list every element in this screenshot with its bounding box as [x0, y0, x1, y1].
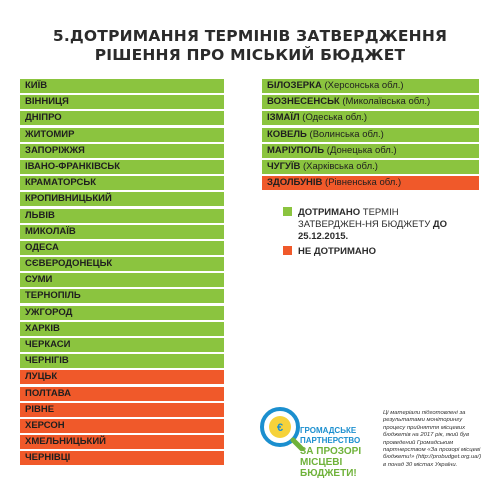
logo-line-2: ЗА ПРОЗОРІ МІСЦЕВІ БЮДЖЕТИ!: [300, 446, 362, 479]
city-name: ВІННИЦЯ: [25, 96, 69, 108]
city-name: ОДЕСА: [25, 241, 59, 253]
legend-not-complied-text: НЕ ДОТРИМАНО: [298, 246, 376, 257]
page-title: 5.ДОТРИМАННЯ ТЕРМІНІВ ЗАТВЕРДЖЕННЯ РІШЕН…: [0, 27, 500, 65]
city-name: ЧЕРНІВЦІ: [25, 452, 71, 464]
city-bar: ЛУЦЬК: [20, 370, 224, 385]
city-name: ПОЛТАВА: [25, 387, 71, 399]
city-bar: ПОЛТАВА: [20, 386, 224, 401]
city-bar: КРАМАТОРСЬК: [20, 176, 224, 191]
city-bar: КОВЕЛЬ (Волинська обл.): [262, 127, 479, 142]
city-name: ІЗМАЇЛ: [267, 112, 300, 124]
city-name: ЗАПОРІЖЖЯ: [25, 144, 85, 156]
footnote: Ці матеріали підготовлені за результатам…: [383, 410, 482, 468]
city-name: ХАРКІВ: [25, 322, 60, 334]
city-name: БІЛОЗЕРКА: [267, 80, 322, 91]
city-bar: РІВНЕ: [20, 402, 224, 417]
city-bar: ДНІПРО: [20, 111, 224, 126]
legend-complied-bold: ДОТРИМАНО: [298, 207, 361, 218]
city-bar: ЛЬВІВ: [20, 208, 224, 223]
city-bar: МИКОЛАЇВ: [20, 224, 224, 239]
city-name: КРАМАТОРСЬК: [25, 177, 97, 189]
city-bar: ЗДОЛБУНІВ (Рівненська обл.): [262, 176, 479, 191]
legend-complied-text: ДОТРИМАНО ТЕРМІН ЗАТВЕРДЖЕН-НЯ БЮДЖЕТУ Д…: [298, 207, 468, 243]
city-bar: ІЗМАЇЛ (Одеська обл.): [262, 111, 479, 126]
city-name: ЗДОЛБУНІВ: [267, 177, 323, 189]
city-bar: ЖИТОМИР: [20, 127, 224, 142]
city-bar: ЧЕРНІГІВ: [20, 354, 224, 369]
city-region: (Донецька обл.): [326, 144, 397, 156]
large-cities-list: КИЇВ ВІННИЦЯ ДНІПРО ЖИТОМИР ЗАПОРІЖЖЯ ІВАНО-Ф…: [20, 79, 224, 468]
city-bar: ЧУГУЇВ (Харківська обл.): [262, 159, 479, 174]
city-bar: ІВАНО-ФРАНКІВСЬК: [20, 159, 224, 174]
city-bar: ОДЕСА: [20, 240, 224, 255]
city-name: УЖГОРОД: [25, 306, 73, 318]
logo-text: ГРОМАДСЬКЕ ПАРТНЕРСТВО ЗА ПРОЗОРІ МІСЦЕВ…: [300, 426, 380, 479]
city-bar: СЄВЕРОДОНЕЦЬК: [20, 257, 224, 272]
city-bar: ЗАПОРІЖЖЯ: [20, 143, 224, 158]
city-name: ХМЕЛЬНИЦЬКИЙ: [25, 436, 106, 448]
city-name: РІВНЕ: [25, 403, 55, 415]
legend-complied-date: ДО 25.12.2015.: [298, 219, 448, 242]
city-region: (Миколаївська обл.): [342, 96, 431, 108]
city-bar: ЧЕРКАСИ: [20, 338, 224, 352]
legend-green-swatch: [283, 207, 292, 216]
city-bar: ХАРКІВ: [20, 321, 224, 336]
city-region: (Харківська обл.): [303, 160, 378, 172]
city-bar: ВІННИЦЯ: [20, 95, 224, 110]
city-name: ХЕРСОН: [25, 419, 65, 431]
city-name: ВОЗНЕСЕНСЬК: [267, 96, 340, 108]
budget-partnership-logo-icon: €: [260, 407, 304, 451]
city-bar: ВОЗНЕСЕНСЬК (Миколаївська обл.): [262, 95, 479, 110]
city-bar: КРОПИВНИЦЬКИЙ: [20, 192, 224, 207]
city-name: ЧЕРНІГІВ: [25, 355, 69, 367]
city-name: КОВЕЛЬ: [267, 128, 307, 140]
logo-line-1: ГРОМАДСЬКЕ ПАРТНЕРСТВО: [300, 426, 361, 445]
city-name: СЄВЕРОДОНЕЦЬК: [25, 258, 113, 270]
city-bar: МАРІУПОЛЬ (Донецька обл.): [262, 143, 479, 158]
city-region: (Рівненська обл.): [325, 177, 402, 189]
city-name: ЧУГУЇВ: [267, 160, 301, 172]
title-line-2: РІШЕННЯ ПРО МІСЬКИЙ БЮДЖЕТ: [94, 46, 406, 64]
city-bar: СУМИ: [20, 273, 224, 288]
city-name: СУМИ: [25, 274, 53, 286]
city-bar: ТЕРНОПІЛЬ: [20, 289, 224, 304]
city-name: ТЕРНОПІЛЬ: [25, 290, 81, 302]
city-name: ЛУЦЬК: [25, 371, 58, 383]
city-name: ІВАНО-ФРАНКІВСЬК: [25, 160, 121, 172]
city-bar: ЧЕРНІВЦІ: [20, 451, 224, 466]
city-name: МАРІУПОЛЬ: [267, 144, 325, 156]
svg-text:€: €: [277, 422, 283, 434]
city-bar: ХЕРСОН: [20, 418, 224, 433]
city-region: (Херсонська обл.): [324, 80, 404, 91]
city-name: ЧЕРКАСИ: [25, 339, 71, 350]
small-cities-list: БІЛОЗЕРКА (Херсонська обл.) ВОЗНЕСЕНСЬК (…: [262, 79, 479, 192]
city-name: КРОПИВНИЦЬКИЙ: [25, 193, 112, 205]
city-bar: ХМЕЛЬНИЦЬКИЙ: [20, 435, 224, 450]
city-name: КИЇВ: [25, 80, 48, 91]
city-name: ДНІПРО: [25, 112, 62, 124]
legend-complied-desc: ТЕРМІН ЗАТВЕРДЖЕН-НЯ БЮДЖЕТУ: [298, 207, 433, 230]
city-name: ЖИТОМИР: [25, 128, 75, 140]
city-bar: УЖГОРОД: [20, 305, 224, 320]
legend-red-swatch: [283, 246, 292, 255]
city-bar: КИЇВ: [20, 79, 224, 93]
city-name: ЛЬВІВ: [25, 209, 55, 221]
city-region: (Одеська обл.): [302, 112, 368, 124]
title-line-1: 5.ДОТРИМАННЯ ТЕРМІНІВ ЗАТВЕРДЖЕННЯ: [52, 27, 448, 45]
city-bar: БІЛОЗЕРКА (Херсонська обл.): [262, 79, 479, 93]
city-name: МИКОЛАЇВ: [25, 225, 76, 237]
city-region: (Волинська обл.): [309, 128, 384, 140]
